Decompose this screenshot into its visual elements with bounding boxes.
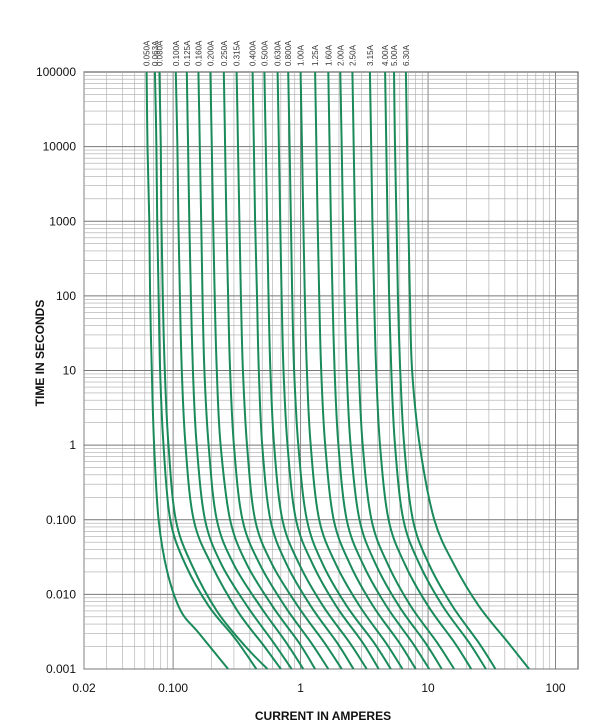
x-tick-label: 1: [297, 681, 304, 695]
curve-0.400A: [251, 71, 355, 670]
curve-0.050A: [145, 71, 229, 670]
series-label-2.00A: 2.00A: [336, 44, 345, 66]
curve-0.100A: [174, 71, 282, 670]
curve-6.30A: [404, 71, 530, 670]
curve-0.250A: [222, 71, 330, 670]
curve-0.063A: [153, 71, 258, 670]
curve-0.160A: [197, 71, 305, 670]
x-tick-label: 0.02: [72, 681, 96, 695]
series-label-1.60A: 1.60A: [324, 44, 333, 66]
series-label-0.063A: 0.063A: [151, 40, 160, 66]
series-label-0.250A: 0.250A: [220, 40, 229, 66]
series-label-0.630A: 0.630A: [274, 40, 283, 66]
series-label-4.00A: 4.00A: [381, 44, 390, 66]
curves: [145, 71, 530, 670]
series-label-0.500A: 0.500A: [260, 40, 269, 66]
series-label-0.160A: 0.160A: [194, 40, 203, 66]
series-label-6.30A: 6.30A: [402, 44, 411, 66]
x-tick-label: 100: [546, 681, 566, 695]
series-label-0.400A: 0.400A: [249, 40, 258, 66]
series-label-0.125A: 0.125A: [183, 40, 192, 66]
y-tick-label: 10000: [43, 140, 77, 154]
series-label-1.25A: 1.25A: [311, 44, 320, 66]
curve-0.500A: [263, 71, 368, 670]
y-tick-label: 0.010: [46, 587, 76, 601]
series-label-5.00A: 5.00A: [390, 44, 399, 66]
series-label-0.315A: 0.315A: [233, 40, 242, 66]
grid: [83, 71, 579, 670]
curve-0.200A: [209, 71, 316, 670]
x-tick-label: 0.100: [158, 681, 188, 695]
curve-0.800A: [287, 71, 392, 670]
series-label-2.50A: 2.50A: [348, 44, 357, 66]
curve-3.15A: [368, 71, 473, 670]
curve-0.315A: [235, 71, 343, 670]
curve-1.60A: [327, 71, 431, 670]
series-label-0.050A: 0.050A: [143, 40, 152, 66]
curve-0.630A: [276, 71, 380, 670]
curve-0.080A: [158, 71, 269, 670]
x-axis-title: CURRENT IN AMPERES: [255, 709, 391, 723]
series-label-1.00A: 1.00A: [297, 44, 306, 66]
curve-0.125A: [185, 71, 293, 670]
curve-1.25A: [314, 71, 417, 670]
series-label-3.15A: 3.15A: [366, 44, 375, 66]
y-tick-label: 0.100: [46, 513, 76, 527]
y-tick-label: 100000: [36, 65, 76, 79]
y-tick-label: 100: [56, 289, 76, 303]
x-tick-label: 10: [421, 681, 435, 695]
x-axis-ticks: 0.02 0.100 1 10 100: [72, 681, 566, 695]
y-tick-label: 1000: [49, 214, 76, 228]
series-label-0.200A: 0.200A: [206, 40, 215, 66]
curve-5.00A: [393, 71, 497, 670]
y-tick-label: 10: [63, 364, 77, 378]
curve-2.00A: [339, 71, 443, 670]
curve-2.50A: [351, 71, 455, 670]
series-label-0.080A: 0.080A: [155, 40, 164, 66]
series-label-0.800A: 0.800A: [284, 40, 293, 66]
series-label-0.100A: 0.100A: [172, 40, 181, 66]
y-tick-label: 1: [69, 438, 76, 452]
y-tick-label: 0.001: [46, 662, 76, 676]
y-axis-ticks: 100000 10000 1000 100 10 1 0.100 0.010 0.001: [36, 65, 76, 676]
curve-1.00A: [299, 71, 404, 670]
y-axis-title: TIME IN SECONDS: [33, 300, 47, 407]
curve-4.00A: [384, 71, 487, 670]
